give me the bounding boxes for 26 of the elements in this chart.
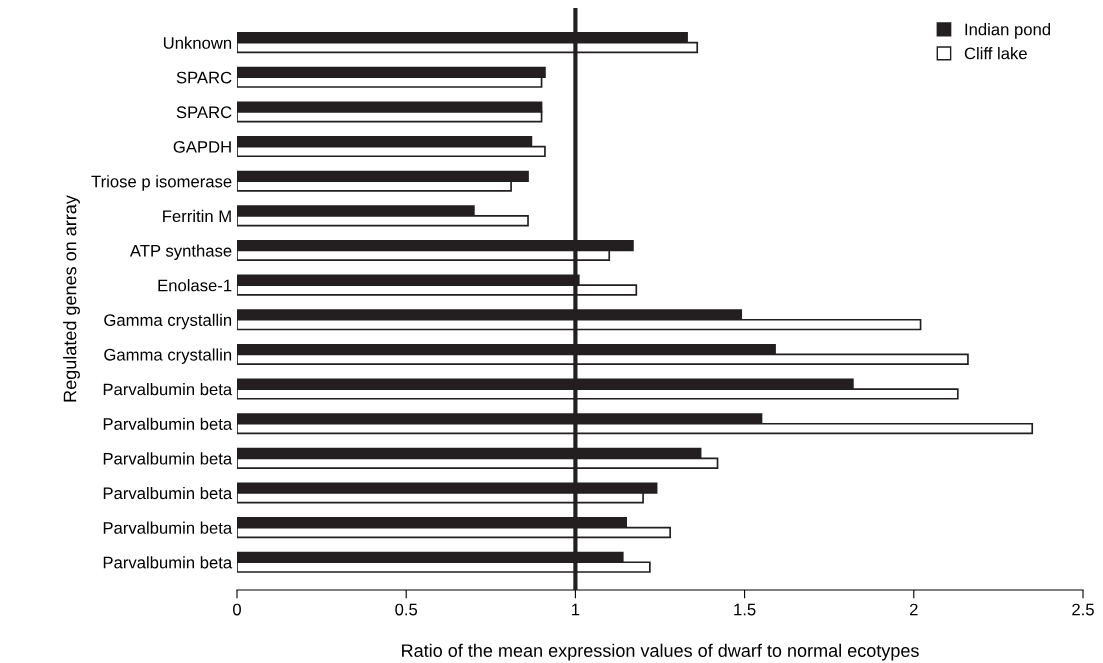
y-tick-label: Ferritin M <box>163 209 231 223</box>
x-tick-label: 2 <box>910 603 918 616</box>
x-tick-label: 1.5 <box>734 603 756 616</box>
x-tick-label: 0 <box>233 603 241 616</box>
y-tick-label: Unknown <box>163 36 232 49</box>
x-tick-label: 0.5 <box>395 603 418 616</box>
y-tick-label: Gamma crystallin <box>104 348 232 364</box>
y-axis-title: Regulated genes on array <box>63 195 80 402</box>
y-tick-label: Parvalbumin beta <box>103 452 233 465</box>
y-tick-label: SPARC <box>176 106 232 119</box>
y-tick-label: GAPDH <box>173 140 231 153</box>
x-tick-label: 1 <box>572 603 580 616</box>
y-tick-label: Enolase-1 <box>158 279 232 292</box>
y-tick-label: Parvalbumin beta <box>103 417 233 430</box>
legend-label: Cliff lake <box>964 47 1027 60</box>
y-tick-label: ATP synthase <box>129 244 232 260</box>
x-tick-label: 2.5 <box>1072 603 1094 616</box>
y-tick-label: Parvalbumin beta <box>103 521 233 534</box>
y-tick-label: Parvalbumin beta <box>103 383 233 396</box>
legend-label: Indian pond <box>965 23 1051 39</box>
y-tick-label: Triose p isomerase <box>91 175 232 191</box>
x-axis-title: Ratio of the mean expression values of dwarf to normal ecotypes <box>402 643 919 661</box>
y-tick-label: SPARC <box>176 71 232 84</box>
y-tick-label: Gamma crystallin <box>104 313 232 330</box>
y-tick-label: Parvalbumin beta <box>103 556 233 569</box>
y-tick-label: Parvalbumin beta <box>103 486 233 500</box>
